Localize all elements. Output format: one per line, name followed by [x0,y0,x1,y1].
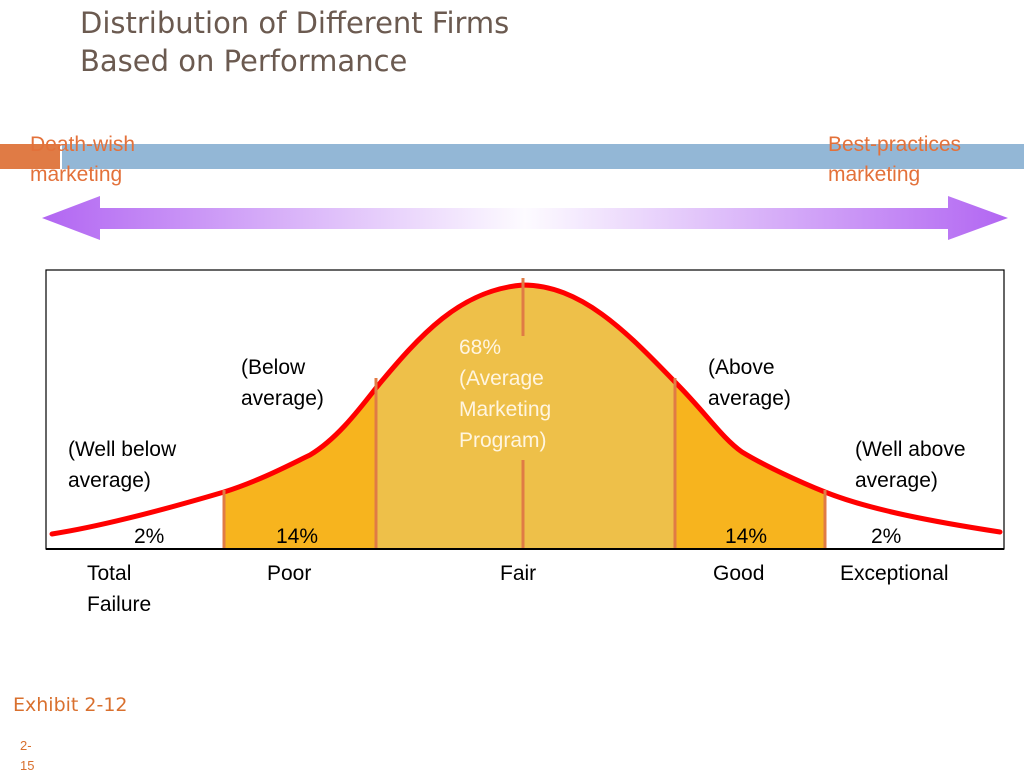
below-average-label: (Below average) [241,352,324,414]
descriptor-line: (Below [241,356,306,379]
slide-title: Distribution of Different Firms Based on… [80,4,509,80]
descriptor-line: average) [68,469,151,492]
left-label-line-2: marketing [30,163,123,186]
descriptor-line: average) [241,387,324,410]
category-fair: Fair [500,562,537,585]
left-label-line-1: Death-wish [30,133,136,156]
percent-exceptional: 2% [871,525,902,548]
percent-total-failure: 2% [134,525,165,548]
category-total-failure: Total Failure [87,558,151,620]
descriptor-line: average) [855,469,938,492]
percent-poor: 14% [276,525,319,548]
category-line: Total [87,562,132,585]
page-number-line: 2- [20,738,32,753]
title-line-1: Distribution of Different Firms [80,6,510,40]
descriptor-line: Program) [459,429,547,452]
descriptor-line: (Well below [68,438,177,461]
exhibit-label: Exhibit 2-12 [13,694,128,716]
page-number-line: 15 [20,758,35,773]
descriptor-line: average) [708,387,791,410]
descriptor-line: 68% [459,336,502,359]
average-marketing-program-label: 68% (Average Marketing Program) [459,332,551,456]
death-wish-marketing-label: Death-wish marketing [30,130,135,190]
well-above-average-label: (Well above average) [855,434,966,496]
category-poor: Poor [267,562,312,585]
category-line: Failure [87,593,152,616]
percent-good: 14% [725,525,768,548]
center-area [376,285,675,549]
best-practices-marketing-label: Best-practices marketing [828,130,961,190]
title-line-2: Based on Performance [80,44,408,78]
category-exceptional: Exceptional [840,562,949,585]
category-good: Good [713,562,765,585]
right-label-line-1: Best-practices [828,133,962,156]
accent-bar-blue [62,144,1024,169]
above-average-label: (Above average) [708,352,791,414]
descriptor-line: Marketing [459,398,552,421]
spectrum-double-arrow [42,196,1008,240]
right-label-line-2: marketing [828,163,921,186]
accent-bar-orange [0,144,60,169]
descriptor-line: (Average [459,367,544,390]
page-number: 2- 15 [20,736,34,776]
descriptor-line: (Above [708,356,775,379]
well-below-average-label: (Well below average) [68,434,176,496]
descriptor-line: (Well above [855,438,966,461]
outer-area-left [224,388,376,549]
